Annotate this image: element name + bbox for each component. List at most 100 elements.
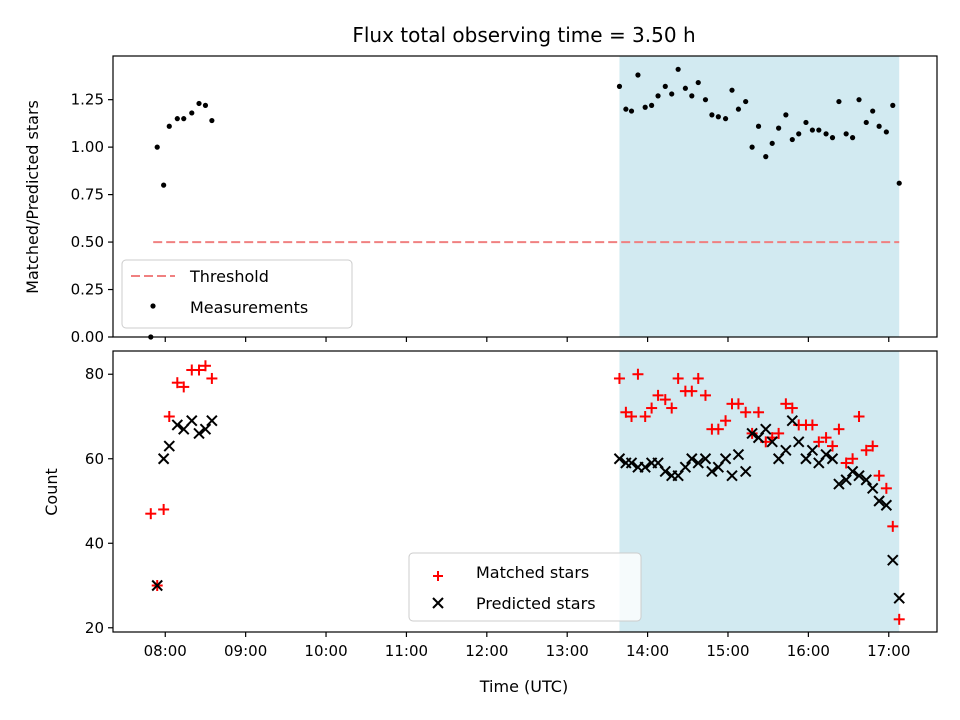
matched-star-point <box>712 423 724 435</box>
matched-star-point <box>699 389 711 401</box>
matched-star-point <box>893 613 905 625</box>
measurement-point <box>836 98 842 105</box>
predicted-star-point <box>806 444 819 457</box>
measurement-point <box>876 123 882 129</box>
bottom-axes-frame <box>112 350 938 633</box>
predicted-star-point <box>739 465 752 478</box>
measurement-point <box>796 131 802 137</box>
predicted-star-point <box>786 415 799 427</box>
measurement-point <box>689 93 695 99</box>
legend-predicted-swatch <box>432 597 444 609</box>
measurement-point <box>743 98 749 105</box>
measurement-point <box>166 123 172 129</box>
x-tick-label: 10:00 <box>304 642 347 660</box>
predicted-stars-points <box>151 415 905 604</box>
predicted-star-point <box>151 579 163 592</box>
measurement-point <box>642 104 648 110</box>
measurement-point <box>623 106 629 112</box>
matched-star-point <box>145 508 157 520</box>
measurement-point <box>755 123 762 129</box>
measurement-point <box>722 116 729 122</box>
predicted-star-point <box>639 461 651 473</box>
legend-predicted-label: Predicted stars <box>476 594 596 613</box>
predicted-star-point <box>887 554 899 566</box>
matched-star-point <box>820 432 832 444</box>
matched-star-point <box>873 470 885 482</box>
measurement-point <box>883 129 889 135</box>
top-y-axis-label: Matched/Predicted stars <box>23 100 42 294</box>
predicted-star-point <box>193 427 205 440</box>
matched-star-point <box>806 419 818 431</box>
predicted-star-point <box>860 474 872 486</box>
measurement-point <box>181 116 187 122</box>
predicted-star-point <box>163 440 175 452</box>
measurement-point <box>803 119 809 126</box>
bottom-y-tick-label: 80 <box>85 365 104 383</box>
chart-title: Flux total observing time = 3.50 h <box>352 23 695 47</box>
predicted-star-point <box>706 465 718 478</box>
top-y-tick-label: 1.00 <box>71 138 104 156</box>
top-y-tick-label: 0.25 <box>71 281 104 299</box>
matched-star-point <box>206 372 218 384</box>
predicted-star-point <box>873 495 885 507</box>
measurement-point <box>649 102 655 108</box>
bottom-y-tick-label: 40 <box>85 534 104 552</box>
top-shaded-span <box>619 56 900 337</box>
matched-star-point <box>887 520 899 532</box>
predicted-star-point <box>686 453 698 465</box>
matched-star-point <box>813 436 825 448</box>
predicted-star-point <box>820 448 832 461</box>
predicted-star-point <box>866 482 879 495</box>
predicted-star-point <box>840 474 852 486</box>
measurement-point <box>849 135 856 141</box>
top-panel: 0.00 0.25 0.50 0.75 1.00 1.25 Matched/Predict… <box>23 55 938 346</box>
x-tick-label: 14:00 <box>626 642 669 660</box>
measurement-point <box>702 97 709 103</box>
measurement-point <box>735 106 742 112</box>
predicted-star-point <box>719 453 732 465</box>
measurement-point <box>635 72 641 78</box>
measurement-point <box>682 85 688 91</box>
top-y-tick-label: 0.50 <box>71 233 104 251</box>
measurement-point <box>823 131 829 137</box>
matched-star-point <box>860 444 872 456</box>
predicted-star-point <box>157 453 170 465</box>
matched-star-point <box>199 360 211 372</box>
predicted-star-point <box>880 499 893 511</box>
predicted-star-point <box>699 453 712 465</box>
matched-star-point <box>732 398 744 410</box>
matched-star-point <box>646 402 658 414</box>
measurement-point <box>628 108 635 114</box>
bottom-y-axis-label: Count <box>42 468 61 516</box>
measurement-points <box>148 66 902 340</box>
legend-measurements-swatch <box>150 303 156 309</box>
measurement-point <box>890 102 896 108</box>
matched-star-point <box>672 372 684 384</box>
top-legend: Threshold Measurements <box>121 259 353 329</box>
matched-star-point <box>171 377 183 389</box>
measurement-point <box>809 127 815 133</box>
matched-star-point <box>178 381 190 393</box>
predicted-star-point <box>171 419 184 431</box>
measurement-point <box>763 154 769 160</box>
matched-star-point <box>753 406 765 418</box>
predicted-star-point <box>732 448 745 461</box>
measurement-point <box>174 116 180 122</box>
measurement-point <box>662 83 668 89</box>
x-tick-label: 09:00 <box>224 642 267 660</box>
matched-star-point <box>686 385 698 397</box>
x-tick-label: 11:00 <box>385 642 428 660</box>
matched-star-point <box>163 410 175 422</box>
measurement-point <box>749 144 755 150</box>
measurement-point <box>729 87 735 93</box>
bottom-legend: Matched stars Predicted stars <box>408 552 642 622</box>
predicted-star-point <box>692 457 704 469</box>
predicted-star-point <box>760 423 772 435</box>
matched-star-point <box>847 453 859 465</box>
measurement-point <box>789 136 795 143</box>
matched-star-point <box>639 410 651 422</box>
predicted-star-point <box>659 465 671 478</box>
legend-threshold-label: Threshold <box>189 267 269 286</box>
matched-star-point <box>786 402 798 414</box>
bottom-y-tick-label: 60 <box>85 450 104 468</box>
